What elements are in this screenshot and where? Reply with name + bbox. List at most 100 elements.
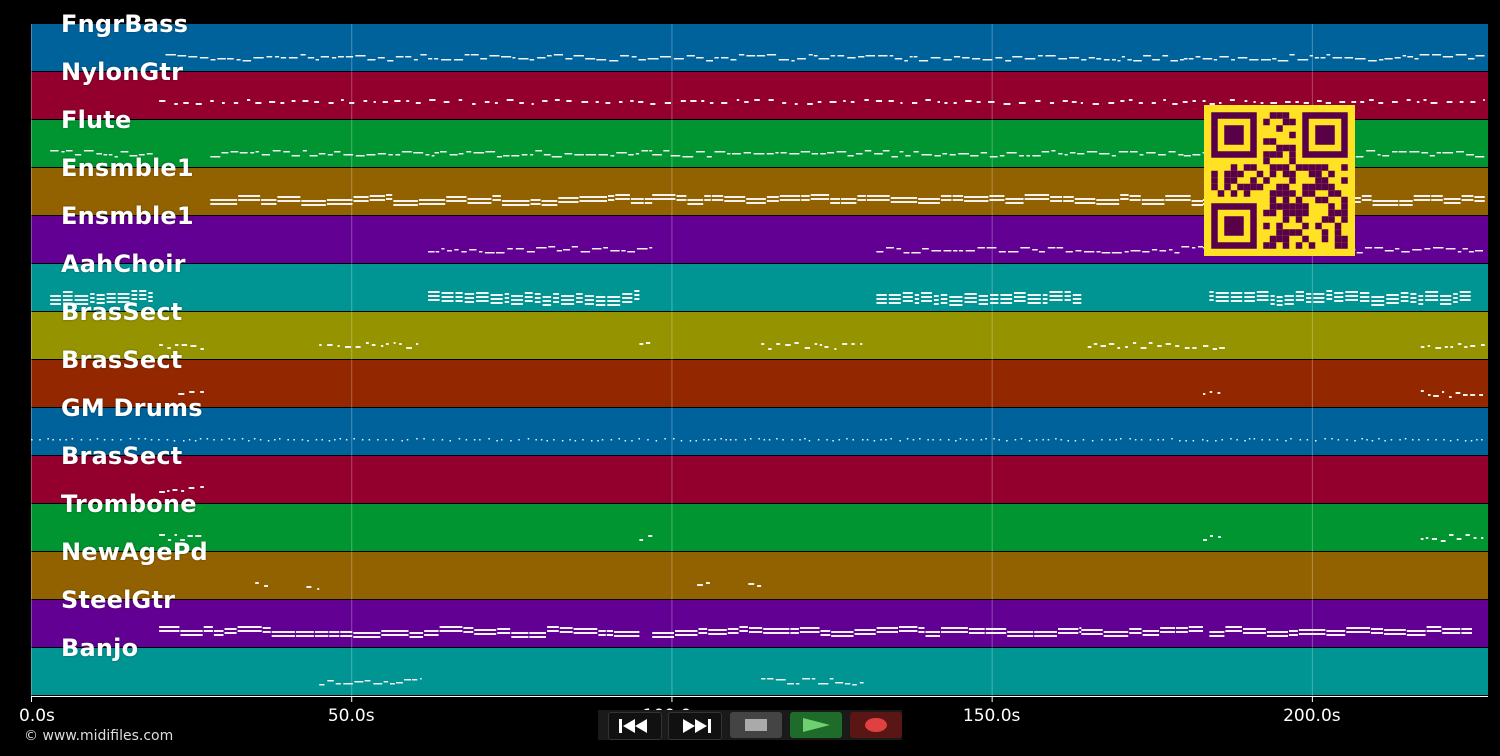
note xyxy=(1212,348,1217,350)
note xyxy=(714,151,726,153)
note xyxy=(542,304,552,306)
note xyxy=(1140,439,1143,441)
note xyxy=(1309,55,1313,57)
note xyxy=(1192,154,1201,156)
note xyxy=(237,630,262,632)
note xyxy=(1418,299,1424,301)
note xyxy=(380,345,384,347)
note xyxy=(1425,295,1439,297)
note xyxy=(1000,302,1013,304)
note xyxy=(1125,346,1128,348)
note xyxy=(1361,195,1372,197)
fast-forward-button[interactable] xyxy=(668,712,722,740)
note xyxy=(1371,300,1385,302)
note xyxy=(638,101,644,103)
note xyxy=(1080,102,1083,104)
note xyxy=(233,102,239,104)
note xyxy=(1399,200,1413,202)
note xyxy=(425,154,430,156)
note xyxy=(1026,155,1030,157)
note xyxy=(1456,151,1464,153)
note xyxy=(964,200,989,202)
record-button[interactable] xyxy=(850,712,902,738)
note xyxy=(761,343,765,345)
note xyxy=(650,103,656,105)
note xyxy=(1157,345,1162,347)
note xyxy=(377,153,386,155)
note xyxy=(381,634,409,636)
note xyxy=(1384,58,1393,60)
note xyxy=(1115,439,1117,441)
note xyxy=(1360,101,1365,103)
note xyxy=(1230,292,1243,294)
note xyxy=(842,343,848,345)
stop-icon xyxy=(745,719,767,731)
note xyxy=(980,439,983,441)
note xyxy=(921,300,932,302)
note xyxy=(763,628,790,630)
note xyxy=(605,102,611,104)
note xyxy=(972,439,974,441)
note xyxy=(634,290,640,292)
note xyxy=(388,154,393,156)
note xyxy=(1074,198,1096,200)
note xyxy=(159,344,163,346)
note xyxy=(1270,303,1275,305)
note xyxy=(1169,249,1173,251)
note xyxy=(1236,439,1238,441)
note xyxy=(1326,54,1331,56)
note xyxy=(1120,438,1122,440)
note xyxy=(129,438,132,440)
note xyxy=(1081,629,1103,631)
note xyxy=(1386,302,1399,304)
note xyxy=(277,200,301,202)
note xyxy=(627,251,635,253)
note xyxy=(367,59,376,61)
note xyxy=(670,155,681,157)
note xyxy=(195,535,202,537)
note xyxy=(744,101,749,103)
rewind-button[interactable] xyxy=(608,712,662,740)
note xyxy=(1419,54,1430,56)
note xyxy=(1049,102,1055,104)
note xyxy=(440,151,447,153)
tick-label: 150.0s xyxy=(962,706,1021,726)
note xyxy=(1481,439,1483,441)
note xyxy=(921,154,932,156)
note xyxy=(392,439,394,441)
note xyxy=(39,439,41,441)
play-button[interactable] xyxy=(790,712,842,738)
note xyxy=(1165,343,1171,345)
note xyxy=(1440,299,1452,301)
note xyxy=(1429,155,1435,157)
note xyxy=(609,60,619,62)
note xyxy=(819,344,823,346)
note xyxy=(489,55,500,57)
note xyxy=(790,628,799,630)
note xyxy=(413,152,424,154)
note xyxy=(371,344,376,346)
note xyxy=(1243,632,1266,634)
note xyxy=(1475,156,1485,158)
note xyxy=(701,100,705,102)
note xyxy=(750,438,752,440)
note xyxy=(390,683,395,685)
note xyxy=(634,298,640,300)
note xyxy=(476,292,489,294)
stop-button[interactable] xyxy=(730,712,782,738)
note xyxy=(1042,298,1048,300)
note xyxy=(1453,297,1458,299)
note xyxy=(395,154,401,156)
lane-separator xyxy=(31,311,1488,312)
note xyxy=(985,632,1007,634)
note xyxy=(978,303,988,305)
note xyxy=(50,295,61,297)
note xyxy=(841,202,857,204)
note xyxy=(1100,345,1106,347)
track-label: Flute xyxy=(61,106,132,134)
note xyxy=(1056,247,1064,249)
note xyxy=(912,439,915,441)
note xyxy=(1443,198,1461,200)
note xyxy=(1198,246,1203,248)
